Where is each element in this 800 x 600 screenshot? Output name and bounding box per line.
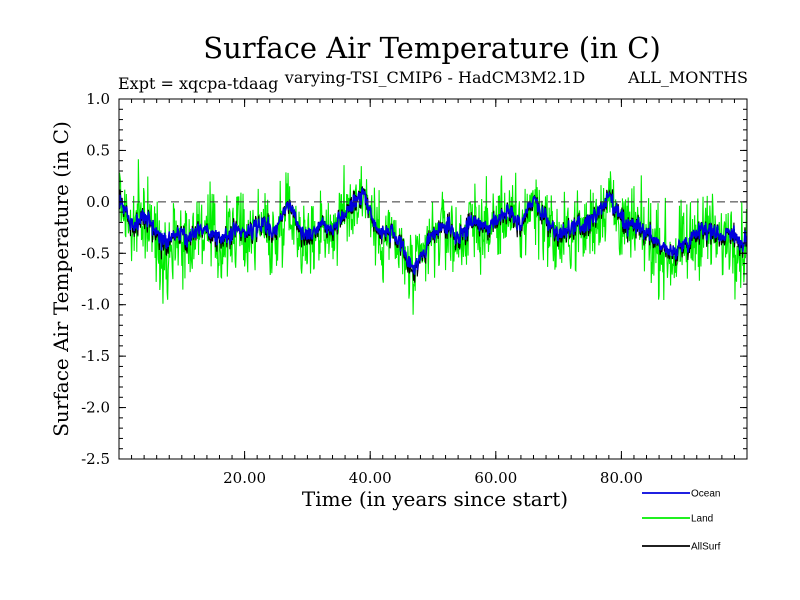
y-axis-label: Surface Air Temperature (in C) bbox=[49, 121, 73, 437]
y-tick-label: 0.0 bbox=[86, 193, 110, 211]
plot-frame bbox=[118, 98, 748, 460]
x-tick-label: 20.00 bbox=[223, 469, 266, 487]
x-tick-label: 60.00 bbox=[474, 469, 517, 487]
y-tick-label: -1.5 bbox=[81, 347, 110, 365]
axis-ticks: -2.5 -2.0 -1.5 -1.0 -0.5 0.0 0.5 1.0 20.00 40.00 6… bbox=[81, 90, 748, 487]
chart-title: Surface Air Temperature (in C) bbox=[203, 31, 661, 65]
chart-subtitle-center: varying-TSI_CMIP6 - HadCM3M2.1D bbox=[284, 68, 585, 87]
plot-area bbox=[119, 159, 747, 315]
legend-label-allsurf: AllSurf bbox=[691, 542, 721, 553]
y-tick-label: 0.5 bbox=[86, 141, 110, 159]
y-tick-label: 1.0 bbox=[86, 90, 110, 108]
chart-subtitle-left: Expt = xqcpa-tdaag bbox=[118, 74, 278, 93]
legend-label-land: Land bbox=[691, 514, 713, 525]
x-axis-label: Time (in years since start) bbox=[302, 487, 568, 511]
y-tick-label: -2.5 bbox=[81, 450, 110, 468]
y-tick-label: -1.0 bbox=[81, 296, 110, 314]
y-tick-label: -0.5 bbox=[81, 244, 110, 262]
legend-label-ocean: Ocean bbox=[691, 489, 720, 500]
legend: Ocean Land AllSurf bbox=[642, 489, 721, 553]
y-tick-label: -2.0 bbox=[81, 399, 110, 417]
x-tick-label: 80.00 bbox=[600, 469, 643, 487]
series-line-ocean bbox=[119, 186, 747, 275]
x-tick-label: 40.00 bbox=[349, 469, 392, 487]
chart-subtitle-right: ALL_MONTHS bbox=[627, 68, 748, 87]
